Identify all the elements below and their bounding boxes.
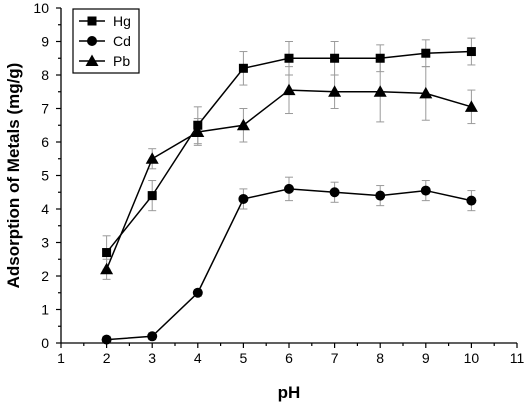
cd-point <box>375 190 386 201</box>
hg-point <box>102 248 112 258</box>
data-markers <box>100 47 478 345</box>
hg-point <box>421 48 431 58</box>
pb-point <box>282 83 296 96</box>
cd-point <box>284 183 294 194</box>
hg-point <box>193 120 203 130</box>
cd-point <box>329 187 340 198</box>
x-tick-label: 1 <box>57 350 65 366</box>
cd-point <box>192 287 203 298</box>
y-tick-label: 10 <box>33 0 49 16</box>
hg-point <box>147 191 157 201</box>
y-tick-label: 6 <box>41 134 49 150</box>
cd-point <box>466 195 477 206</box>
x-tick-label: 11 <box>510 350 525 366</box>
pb-point <box>191 125 205 137</box>
y-tick-label: 5 <box>41 168 49 184</box>
pb-point <box>236 118 250 131</box>
pb-point <box>328 85 342 97</box>
y-tick-label: 0 <box>41 335 49 351</box>
hg-point <box>330 53 340 63</box>
legend-hg-label: Hg <box>113 13 131 29</box>
x-tick-label: 3 <box>148 350 156 366</box>
x-tick-label: 2 <box>103 350 111 366</box>
pb-point <box>100 262 114 275</box>
legend-pb-marker <box>85 54 99 66</box>
cd-point <box>420 185 431 196</box>
y-tick-label: 7 <box>41 101 49 117</box>
x-tick-label: 5 <box>240 350 248 366</box>
legend-cd-label: Cd <box>113 33 131 49</box>
cd-point <box>147 331 158 342</box>
hg-point <box>466 47 476 57</box>
x-axis-title: pH <box>278 383 301 402</box>
x-tick-label: 9 <box>422 350 430 366</box>
cd-point <box>238 193 249 204</box>
legend-cd-marker <box>87 36 97 46</box>
x-tick-label: 8 <box>376 350 384 366</box>
legend-hg-marker <box>87 16 97 26</box>
hg-point <box>238 63 248 73</box>
y-tick-label: 2 <box>41 268 49 284</box>
pb-point <box>145 152 159 164</box>
x-tick-label: 6 <box>285 350 293 366</box>
y-tick-label: 8 <box>41 67 49 83</box>
cd-point <box>101 334 112 345</box>
pb-point <box>419 86 433 99</box>
legend: Hg Cd Pb <box>72 8 140 74</box>
x-tick-label: 10 <box>464 350 480 366</box>
hg-point <box>375 53 385 63</box>
x-tick-label: 4 <box>194 350 202 366</box>
y-tick-label: 9 <box>41 34 49 50</box>
hg-point <box>284 53 294 63</box>
y-tick-label: 1 <box>41 302 49 318</box>
x-tick-label: 7 <box>331 350 339 366</box>
pb-point <box>464 100 478 112</box>
pb-point <box>373 85 387 97</box>
y-axis-title: Adsorption of Metals (mg/g) <box>4 63 23 289</box>
legend-pb-label: Pb <box>113 53 130 69</box>
y-tick-label: 4 <box>41 201 49 217</box>
cd-series-line <box>106 188 472 341</box>
y-tick-label: 3 <box>41 235 49 251</box>
